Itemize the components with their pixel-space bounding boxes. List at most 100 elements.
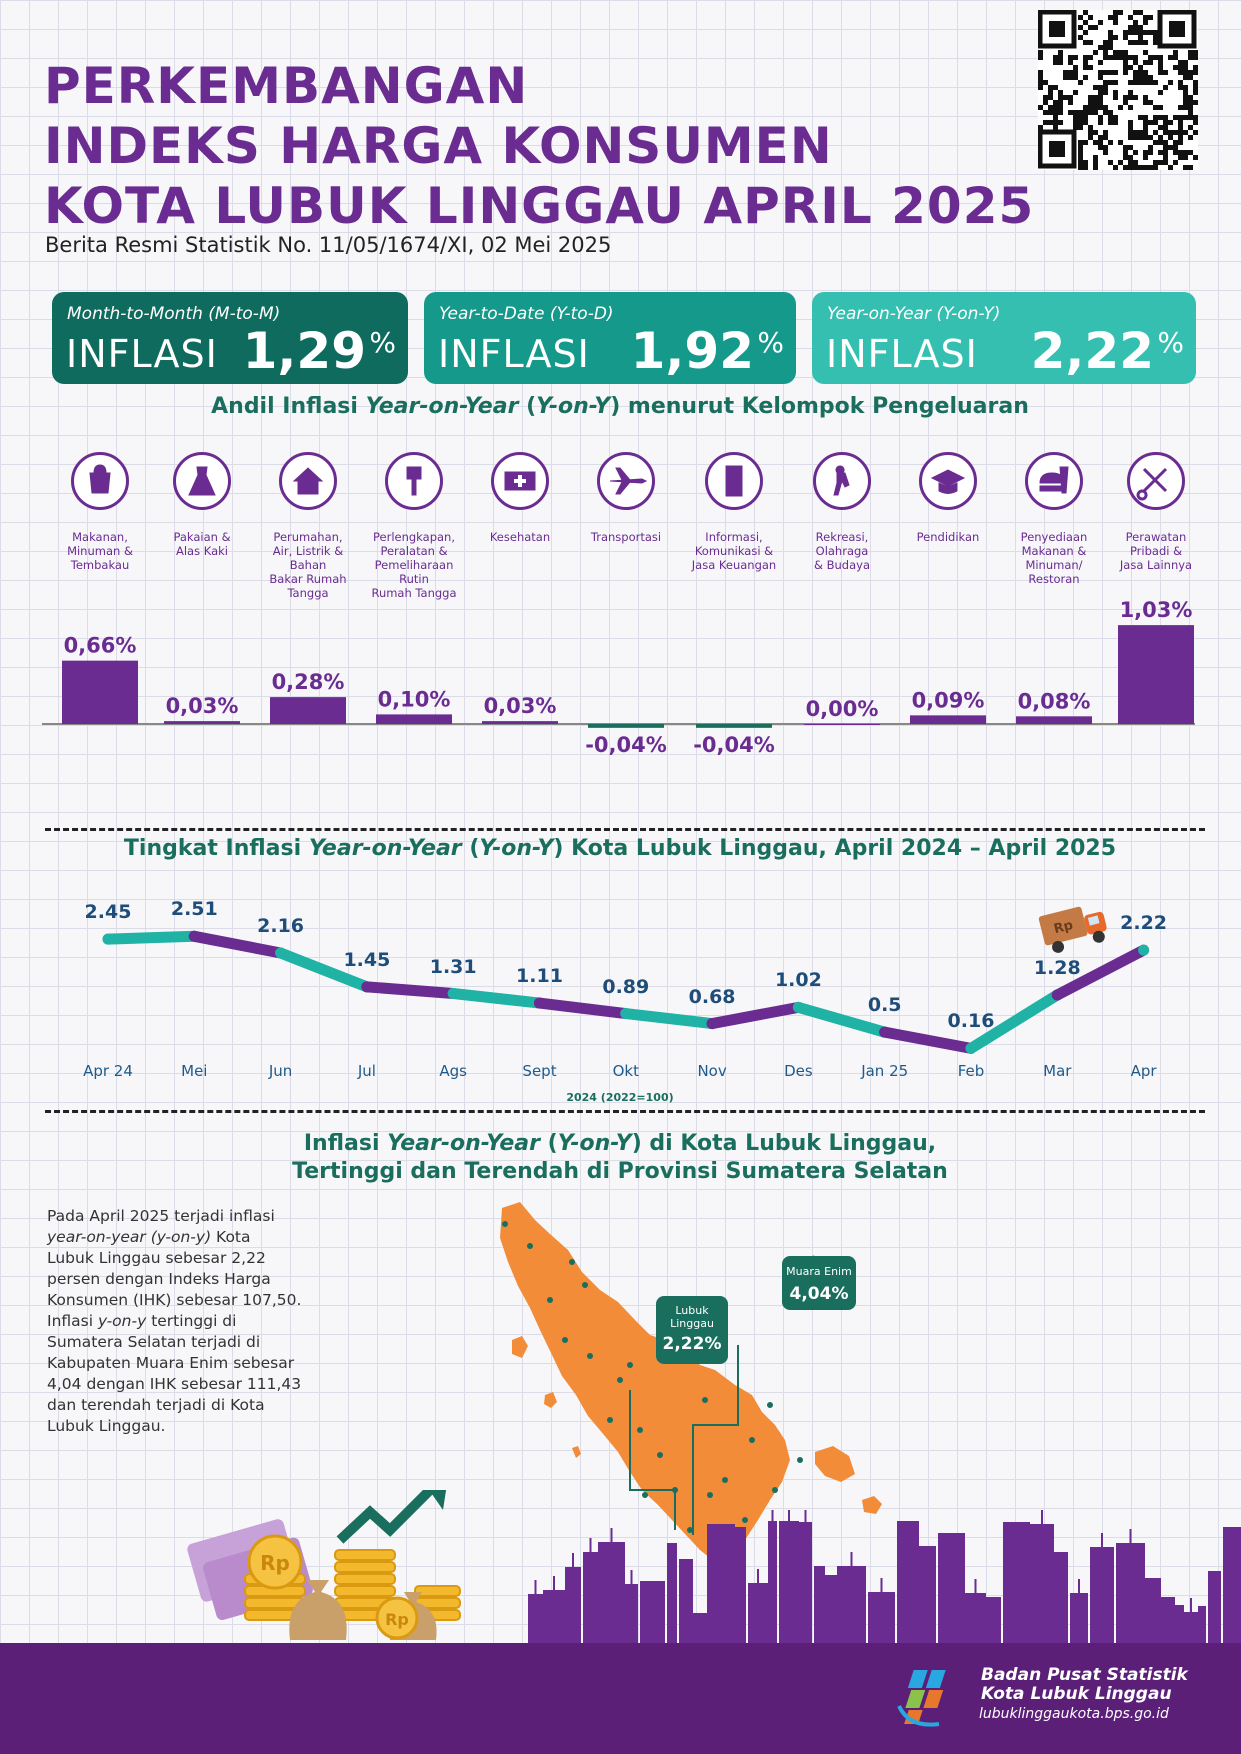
line-segment (275, 947, 373, 993)
nias-island (512, 1336, 528, 1358)
line-point (275, 947, 287, 959)
city-dot (767, 1402, 773, 1408)
line-point (879, 1026, 891, 1038)
callout-lubuk-linggau: Lubuk Linggau 2,22% (656, 1296, 728, 1364)
bar-value-label: 0,10% (378, 687, 451, 711)
money-bag-icon (289, 1580, 347, 1640)
fast-food-icon (1025, 452, 1083, 510)
city-dot (722, 1477, 728, 1483)
category-label: Rekreasi, Olahraga & Budaya (813, 530, 870, 572)
paragraph-segment: Kota Lubuk Linggau sebesar 2,22 persen d… (47, 1228, 302, 1330)
category-label: Transportasi (590, 530, 662, 544)
dress-icon (173, 452, 231, 510)
line-point (965, 1042, 977, 1054)
money-illustration: Rp Rp (187, 1490, 461, 1640)
map-title: Inflasi Year-on-Year (Y-on-Y) di Kota Lu… (292, 1131, 948, 1184)
line-point (1138, 944, 1150, 956)
city-dot (772, 1487, 778, 1493)
bar-11 (1118, 625, 1194, 724)
title-line-3: KOTA LUBUK LINGGAU APRIL 2025 (44, 177, 1035, 235)
bar-10 (1016, 716, 1092, 724)
city-dot (562, 1337, 568, 1343)
divider-1 (45, 828, 1205, 831)
bar-value-label: 0,28% (272, 670, 345, 694)
line-segment (102, 930, 200, 945)
belitung-island (862, 1496, 882, 1514)
paragraph-segment: year-on-year (y-on-y) (47, 1228, 212, 1246)
line-segment (534, 997, 632, 1020)
andil-title: Andil Inflasi Year-on-Year (Y-on-Y) menu… (211, 394, 1029, 419)
first-aid-icon (491, 452, 549, 510)
category-label: Perumahan, Air, Listrik & Bahan Bakar Rumah… (269, 530, 347, 600)
bar-value-label: 0,03% (484, 694, 557, 718)
category-label: Makanan, Minuman & Tembakau (67, 530, 133, 572)
bar-value-label: -0,04% (693, 733, 775, 757)
card-yoy-value: 2,22 (1030, 322, 1154, 380)
bangka-island (815, 1446, 855, 1482)
bar-2 (164, 721, 240, 724)
footer-org-line2: Kota Lubuk Linggau (981, 1684, 1172, 1704)
graduation-cap-icon (919, 452, 977, 510)
release-subtitle: Berita Resmi Statistik No. 11/05/1674/XI… (45, 233, 612, 257)
line-segment (1051, 944, 1150, 1001)
qr-code-icon[interactable] (1037, 9, 1198, 170)
footer-band (0, 1643, 1241, 1754)
football-player-icon (813, 452, 871, 510)
paragraph-segment: Pada April 2025 terjadi inflasi (47, 1207, 275, 1225)
delivery-truck-icon: Rp (1038, 906, 1107, 953)
city-dot (587, 1353, 593, 1359)
footer-url[interactable]: lubuklinggaukota.bps.go.id (979, 1706, 1169, 1722)
line-point (188, 930, 200, 942)
city-dot (749, 1437, 755, 1443)
coin-icon (247, 1534, 303, 1590)
city-dot (607, 1417, 613, 1423)
coin-rp-text: Rp (260, 1551, 290, 1575)
andil-bar-chart: 0,66% 0,03% 0,28% 0,10% 0,03% -0,04% -0,04% 0,0… (42, 598, 1195, 757)
city-dot (797, 1457, 803, 1463)
card-yoy: Year-on-Year (Y-on-Y) INFLASI 2,22 % (812, 292, 1196, 384)
city-dot (617, 1377, 623, 1383)
line-segment (447, 988, 545, 1009)
paragraph-segment: tertinggi di Sumatera Selatan terjadi di… (47, 1312, 302, 1435)
line-point (361, 981, 373, 993)
bar-value-label: 0,09% (912, 688, 985, 712)
card-mtm-label: Month-to-Month (M-to-M) (67, 304, 281, 324)
callout-muara-enim-value: 4,04% (789, 1284, 849, 1304)
smartphone-icon (705, 452, 763, 510)
bar-8 (804, 724, 880, 725)
city-dot (582, 1282, 588, 1288)
line-segment (188, 930, 287, 959)
callout-muara-enim-name: Muara Enim (786, 1265, 852, 1278)
card-ytd: Year-to-Date (Y-to-D) INFLASI 1,92 % (424, 292, 796, 384)
card-ytd-word: INFLASI (438, 332, 590, 376)
bps-logo-icon (897, 1670, 946, 1727)
line-point (706, 1018, 718, 1030)
bar-3 (270, 697, 346, 724)
category-label: Pakaian & Alas Kaki (173, 530, 231, 558)
mentawai-island (544, 1392, 557, 1408)
card-yoy-unit: % (1157, 326, 1184, 359)
summary-paragraph: Pada April 2025 terjadi inflasi year-on-… (47, 1206, 302, 1437)
card-mtm-word: INFLASI (66, 332, 218, 376)
category-label: Perawatan Pribadi & Jasa Lainnya (1119, 530, 1193, 572)
city-dot (627, 1362, 633, 1368)
city-dot (657, 1452, 663, 1458)
line-point (102, 933, 114, 945)
divider-2 (45, 1110, 1205, 1113)
line-segment (620, 1008, 718, 1030)
city-dot (502, 1221, 508, 1227)
city-dot (642, 1492, 648, 1498)
bar-value-label: 0,66% (64, 634, 137, 658)
card-ytd-label: Year-to-Date (Y-to-D) (439, 304, 614, 324)
bar-value-label: 0,03% (166, 694, 239, 718)
category-label: Informasi, Komunikasi & Jasa Keuangan (691, 530, 777, 572)
coin-rp-text-2: Rp (385, 1610, 409, 1629)
callout-lubuk-linggau-name-2: Linggau (670, 1317, 714, 1330)
card-ytd-unit: % (757, 326, 784, 359)
bar-value-label: 0,00% (806, 697, 879, 721)
footer-org-line1: Badan Pusat Statistik (981, 1665, 1188, 1685)
line-point (620, 1008, 632, 1020)
card-mtm-value: 1,29 (242, 322, 366, 380)
line-segment (965, 989, 1063, 1054)
callout-lubuk-linggau-name-1: Lubuk (675, 1304, 709, 1317)
